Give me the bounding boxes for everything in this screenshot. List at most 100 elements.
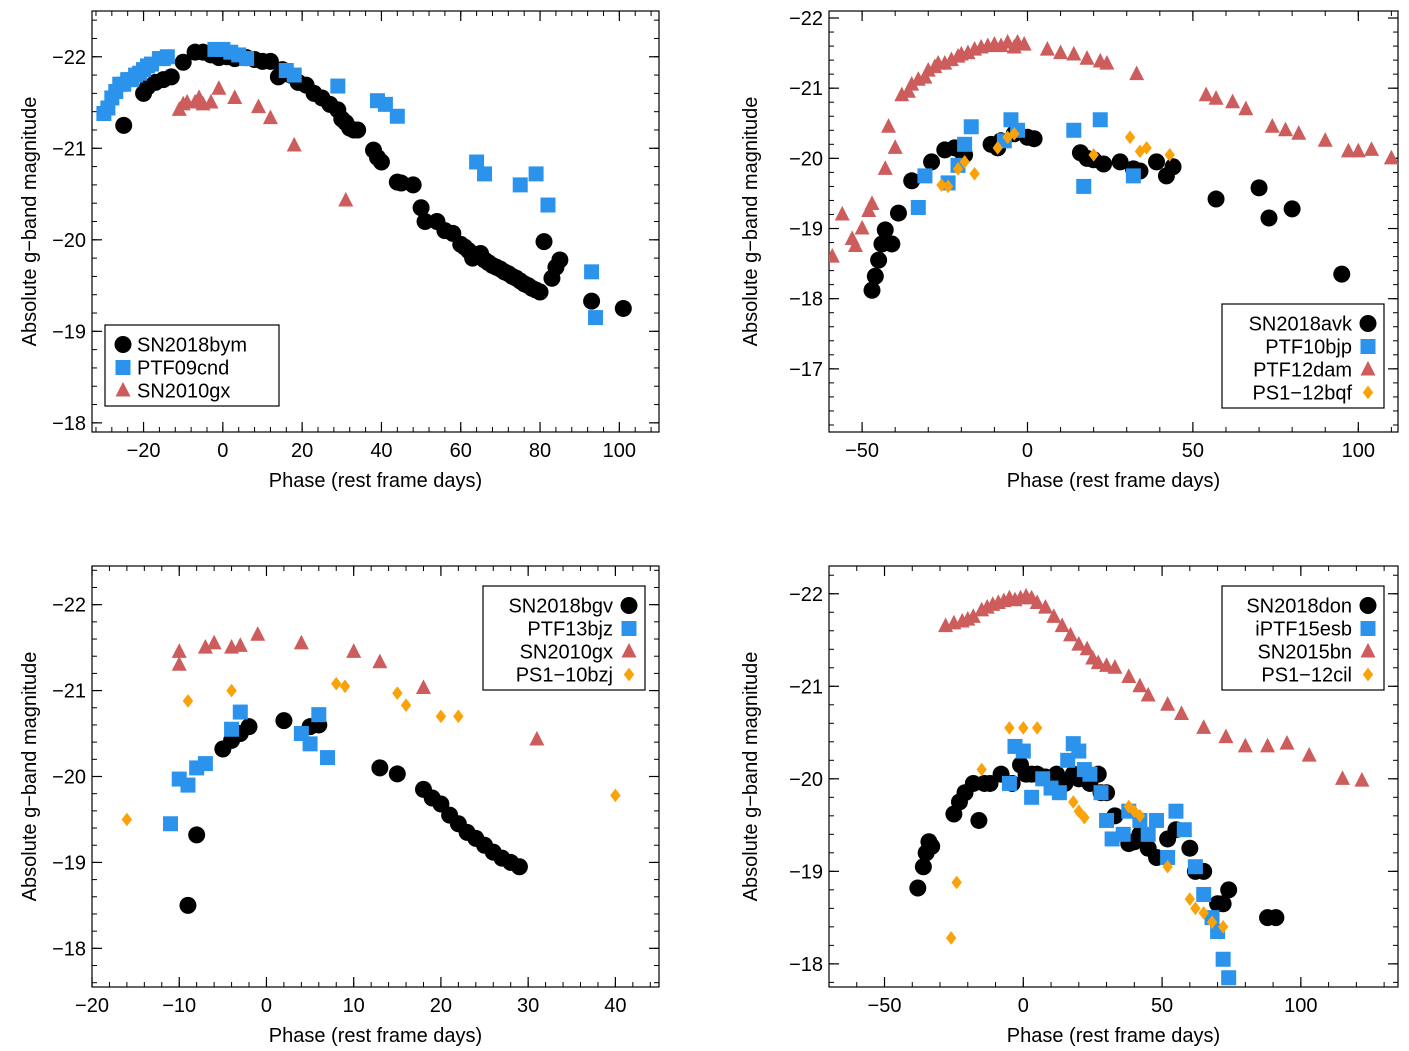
data-point — [1164, 158, 1182, 176]
data-point — [1024, 789, 1040, 805]
data-point — [1264, 118, 1280, 133]
data-point — [389, 108, 405, 124]
legend-symbol — [1360, 621, 1376, 636]
x-axis-label: Phase (rest frame days) — [1007, 1025, 1220, 1047]
data-points — [96, 41, 632, 326]
chart-panel-2: −50 0 50 100 −22 −21 −20 −19 −18 −17 Phase (rest f… — [740, 8, 1399, 492]
x-tick-label: 10 — [343, 995, 365, 1017]
data-point — [1071, 743, 1087, 759]
y-tick-label: −20 — [52, 767, 86, 789]
data-point — [829, 247, 840, 263]
x-tick-label: 0 — [1022, 440, 1033, 462]
data-point — [412, 199, 430, 217]
legend-label: iPTF15esb — [1255, 619, 1352, 641]
data-point — [286, 67, 302, 83]
data-point — [311, 707, 327, 723]
y-tick-label: −20 — [789, 769, 823, 791]
data-point — [211, 80, 227, 95]
data-point — [917, 168, 933, 184]
data-point — [903, 172, 921, 190]
y-tick-label: −21 — [52, 681, 86, 703]
x-tick-label: 20 — [291, 440, 313, 462]
data-point — [889, 204, 907, 222]
data-point — [1260, 209, 1278, 227]
data-point — [876, 221, 894, 239]
data-point — [1283, 200, 1301, 218]
x-tick-label: 0 — [217, 440, 228, 462]
legend-symbol — [621, 621, 637, 636]
data-point — [1124, 130, 1136, 145]
data-point — [372, 153, 390, 171]
data-point — [529, 730, 545, 746]
data-point — [115, 116, 133, 134]
data-point — [1039, 40, 1055, 56]
data-point — [180, 777, 196, 793]
data-point — [1215, 951, 1231, 967]
data-point — [121, 812, 133, 827]
legend-symbol — [1360, 360, 1376, 376]
data-point — [275, 712, 293, 730]
series-diamond — [945, 721, 1229, 945]
data-points — [829, 33, 1398, 299]
data-point — [339, 679, 351, 694]
y-axis-label: Absolute g−band magnitude — [740, 97, 762, 347]
legend-label: PS1−10bzj — [516, 665, 613, 687]
legend-label: PS1−12bqf — [1252, 383, 1352, 405]
data-point — [942, 179, 954, 194]
legend-symbol — [1359, 315, 1377, 332]
data-point — [614, 299, 632, 317]
data-point — [512, 177, 528, 193]
data-point — [435, 709, 447, 724]
y-tick-label: −19 — [789, 861, 823, 883]
y-tick-label: −22 — [789, 584, 823, 606]
data-point — [847, 237, 863, 253]
data-point — [1160, 849, 1176, 865]
data-point — [1206, 915, 1218, 930]
data-point — [1079, 640, 1095, 656]
data-point — [477, 166, 493, 182]
data-point — [174, 53, 192, 71]
x-tick-label: −10 — [162, 995, 196, 1017]
legend-label: SN2015bn — [1257, 642, 1352, 664]
data-point — [936, 178, 947, 192]
data-point — [1160, 696, 1176, 711]
data-point — [1016, 36, 1032, 51]
x-tick-label: 50 — [1182, 440, 1204, 462]
data-point — [923, 153, 941, 171]
data-point — [1068, 795, 1079, 809]
data-points — [909, 587, 1370, 986]
data-points — [121, 626, 621, 914]
data-point — [1198, 906, 1209, 920]
legend-symbol — [623, 667, 635, 682]
data-point — [583, 292, 601, 310]
series-triangle — [171, 626, 545, 746]
data-point — [1090, 654, 1106, 670]
series-triangle — [938, 587, 1370, 787]
data-point — [250, 626, 266, 641]
y-tick-label: −18 — [789, 954, 823, 976]
data-point — [1301, 747, 1317, 762]
data-point — [171, 643, 187, 658]
data-point — [588, 310, 604, 326]
data-point — [371, 759, 389, 777]
data-point — [1168, 803, 1184, 819]
data-point — [976, 762, 987, 777]
data-point — [510, 858, 528, 876]
data-point — [959, 155, 970, 169]
data-point — [1174, 705, 1190, 721]
data-point — [182, 694, 194, 708]
data-point — [1129, 65, 1145, 81]
legend-symbol — [620, 597, 638, 614]
data-point — [1001, 775, 1017, 791]
series-circle — [179, 712, 528, 914]
data-point — [1066, 122, 1082, 138]
data-point — [240, 718, 258, 736]
chart-panel-1: −20 0 20 40 60 80 100 −22 −21 −20 −19 −18 Phase (res… — [19, 10, 660, 492]
data-point — [1221, 970, 1237, 986]
chart-panel-3: −20 −10 0 10 20 30 40 −22 −21 −20 −19 −18 Phase (res… — [19, 565, 660, 1047]
data-point — [1095, 155, 1113, 173]
data-point — [416, 213, 434, 230]
data-point — [372, 653, 388, 669]
legend-box — [104, 324, 280, 407]
